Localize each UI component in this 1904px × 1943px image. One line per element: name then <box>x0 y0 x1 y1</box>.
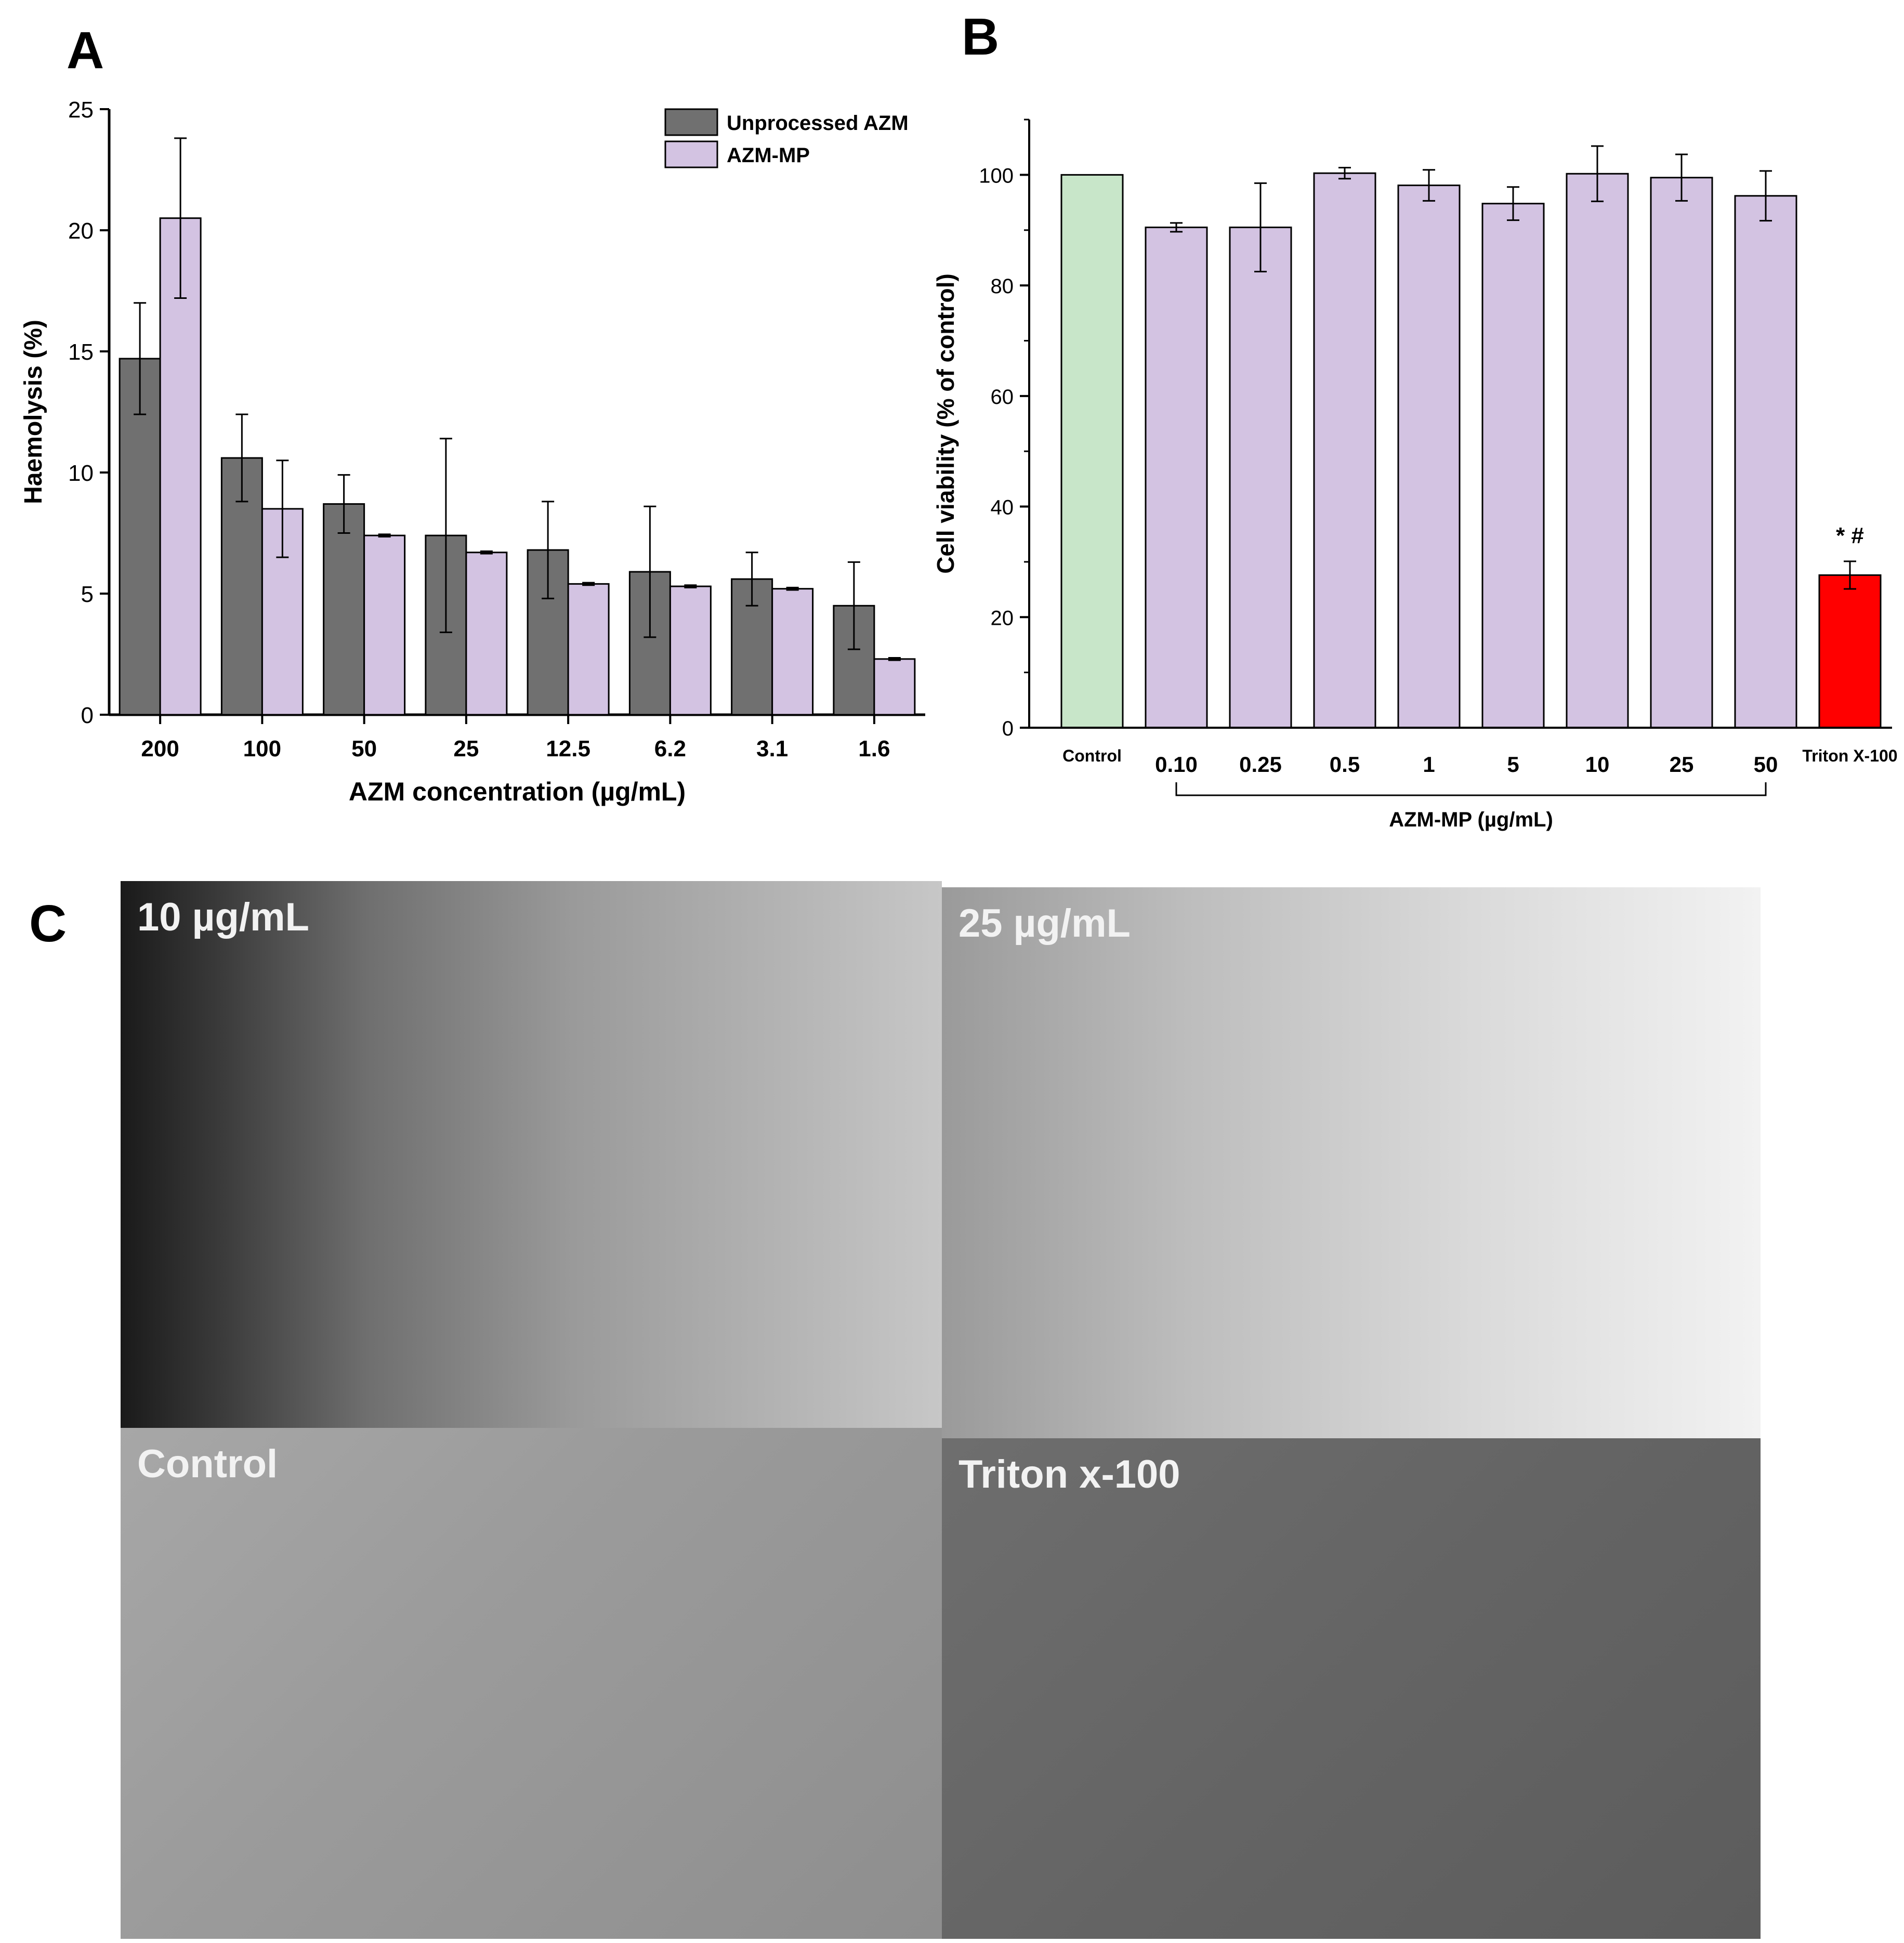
y-tick-label: 60 <box>991 386 1014 409</box>
bracket <box>1175 782 1767 796</box>
bar <box>1566 173 1629 729</box>
bar <box>1818 574 1882 729</box>
y-tick-label: 20 <box>991 607 1014 629</box>
x-axis-title: AZM-MP (µg/mL) <box>1389 808 1553 831</box>
panel-letter-b: B <box>962 8 1000 66</box>
legend-swatch <box>664 140 718 168</box>
bar <box>1397 185 1461 729</box>
micrograph-10ugml: 10 µg/mL <box>121 881 942 1428</box>
x-tick-label: 1.6 <box>858 736 890 762</box>
bar <box>363 534 406 716</box>
micrograph-label: 25 µg/mL <box>958 901 1131 946</box>
x-tick-label: 0.10 <box>1155 752 1198 777</box>
y-axis-title: Haemolysis (%) <box>20 320 47 504</box>
y-tick-label: 100 <box>979 164 1014 187</box>
y-tick-label: 20 <box>68 218 94 244</box>
x-tick-label: 12.5 <box>546 736 590 762</box>
x-tick-label: 10 <box>1585 752 1610 777</box>
y-tick-label: 80 <box>991 275 1014 298</box>
bar <box>1060 174 1124 729</box>
legend-swatch <box>664 108 718 136</box>
x-tick-label: Control <box>1062 746 1122 765</box>
micrograph-label: Triton x-100 <box>958 1452 1180 1496</box>
x-tick-label: 6.2 <box>654 736 686 762</box>
y-axis-title: Cell viability (% of control) <box>932 273 959 574</box>
panel-letter-a: A <box>67 21 104 80</box>
bar <box>1650 177 1713 729</box>
x-tick-label: 3.1 <box>756 736 788 762</box>
y-tick-label: 5 <box>81 582 94 607</box>
panel-letter-c: C <box>29 895 67 953</box>
bar <box>771 588 814 716</box>
x-tick-label: 25 <box>453 736 479 762</box>
bar <box>323 503 365 716</box>
bar <box>465 552 508 716</box>
x-tick-label: 50 <box>1754 752 1778 777</box>
bar <box>873 658 916 716</box>
bar <box>567 583 610 716</box>
micrograph-label: Control <box>137 1442 278 1486</box>
x-tick-label: 0.5 <box>1330 752 1360 777</box>
micrograph-control: Control <box>121 1428 942 1939</box>
x-tick-label: 0.25 <box>1239 752 1282 777</box>
y-tick-label: 0 <box>81 703 94 728</box>
x-tick-label: 1 <box>1423 752 1435 777</box>
x-tick-label: 25 <box>1670 752 1694 777</box>
haemolysis-chart: 0 5 10 15 20 25 200 100 50 25 12.5 6.2 3.1 1.6 AZM con… <box>20 97 925 806</box>
x-axis-title: AZM concentration (µg/mL) <box>349 777 686 806</box>
bar <box>669 585 712 716</box>
micrograph-triton: Triton x-100 <box>942 1438 1761 1939</box>
micrograph-label: 10 µg/mL <box>137 895 309 939</box>
bar <box>220 457 263 716</box>
x-tick-label: 50 <box>351 736 377 762</box>
x-tick-label: Triton X-100 <box>1802 746 1897 765</box>
x-tick-label: 100 <box>243 736 281 762</box>
y-tick-label: 25 <box>68 97 94 123</box>
bar <box>1145 226 1208 729</box>
y-tick-label: 15 <box>68 339 94 365</box>
bar <box>1481 203 1545 729</box>
x-tick-label: 200 <box>141 736 179 762</box>
cell-viability-chart: 0 20 40 60 80 100 Control 0.10 0.25 0.5 1 5 10 25 50 Tr… <box>932 119 1898 831</box>
y-tick-label: 0 <box>1002 717 1014 740</box>
y-tick-label: 10 <box>68 461 94 486</box>
y-tick-label: 40 <box>991 496 1014 519</box>
bar <box>1313 172 1376 729</box>
x-tick-label: 5 <box>1507 752 1519 777</box>
micrograph-25ugml: 25 µg/mL <box>942 887 1761 1438</box>
bar <box>1734 195 1797 729</box>
bar <box>1229 226 1292 729</box>
legend-label: AZM-MP <box>727 144 810 167</box>
legend-label: Unprocessed AZM <box>727 112 909 135</box>
significance-marker: * # <box>1836 523 1864 548</box>
